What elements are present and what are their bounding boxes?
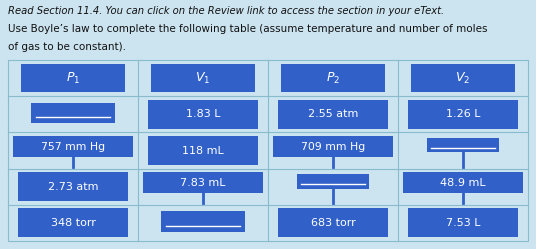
Bar [278,208,388,237]
Text: 7.53 L: 7.53 L [446,218,480,228]
Text: 709 mm Hg: 709 mm Hg [301,141,365,152]
Text: 48.9 mL: 48.9 mL [440,178,486,188]
Text: 7.83 mL: 7.83 mL [180,178,226,188]
Bar [403,172,523,193]
Bar [411,64,515,92]
Bar [273,136,393,157]
Text: 683 torr: 683 torr [311,218,355,228]
Bar [21,64,125,92]
Text: Use Boyle’s law to complete the following table (assume temperature and number o: Use Boyle’s law to complete the followin… [8,24,488,34]
Bar [148,136,258,165]
Text: 348 torr: 348 torr [50,218,95,228]
Bar [8,60,528,241]
Text: $V_1$: $V_1$ [195,70,211,86]
Bar [408,208,518,237]
Bar [427,138,500,152]
Bar [278,100,388,129]
Bar [408,100,518,129]
Text: $P_2$: $P_2$ [326,70,340,86]
Text: 118 mL: 118 mL [182,145,224,155]
Text: $P_1$: $P_1$ [66,70,80,86]
Bar [18,172,128,201]
Text: 2.73 atm: 2.73 atm [48,182,98,192]
Bar [18,208,128,237]
Text: $V_2$: $V_2$ [456,70,471,86]
Bar [151,64,255,92]
Text: 2.55 atm: 2.55 atm [308,109,358,119]
Bar [161,211,244,232]
Bar [281,64,385,92]
Bar [32,103,115,123]
Bar [13,136,133,157]
Bar [148,100,258,129]
Text: 1.26 L: 1.26 L [446,109,480,119]
Text: 757 mm Hg: 757 mm Hg [41,141,105,152]
Text: of gas to be constant).: of gas to be constant). [8,42,126,52]
Text: 1.83 L: 1.83 L [186,109,220,119]
Bar [143,172,263,193]
Text: Read Section 11.4. You can click on the Review link to access the section in you: Read Section 11.4. You can click on the … [8,6,444,16]
Bar [296,174,369,188]
